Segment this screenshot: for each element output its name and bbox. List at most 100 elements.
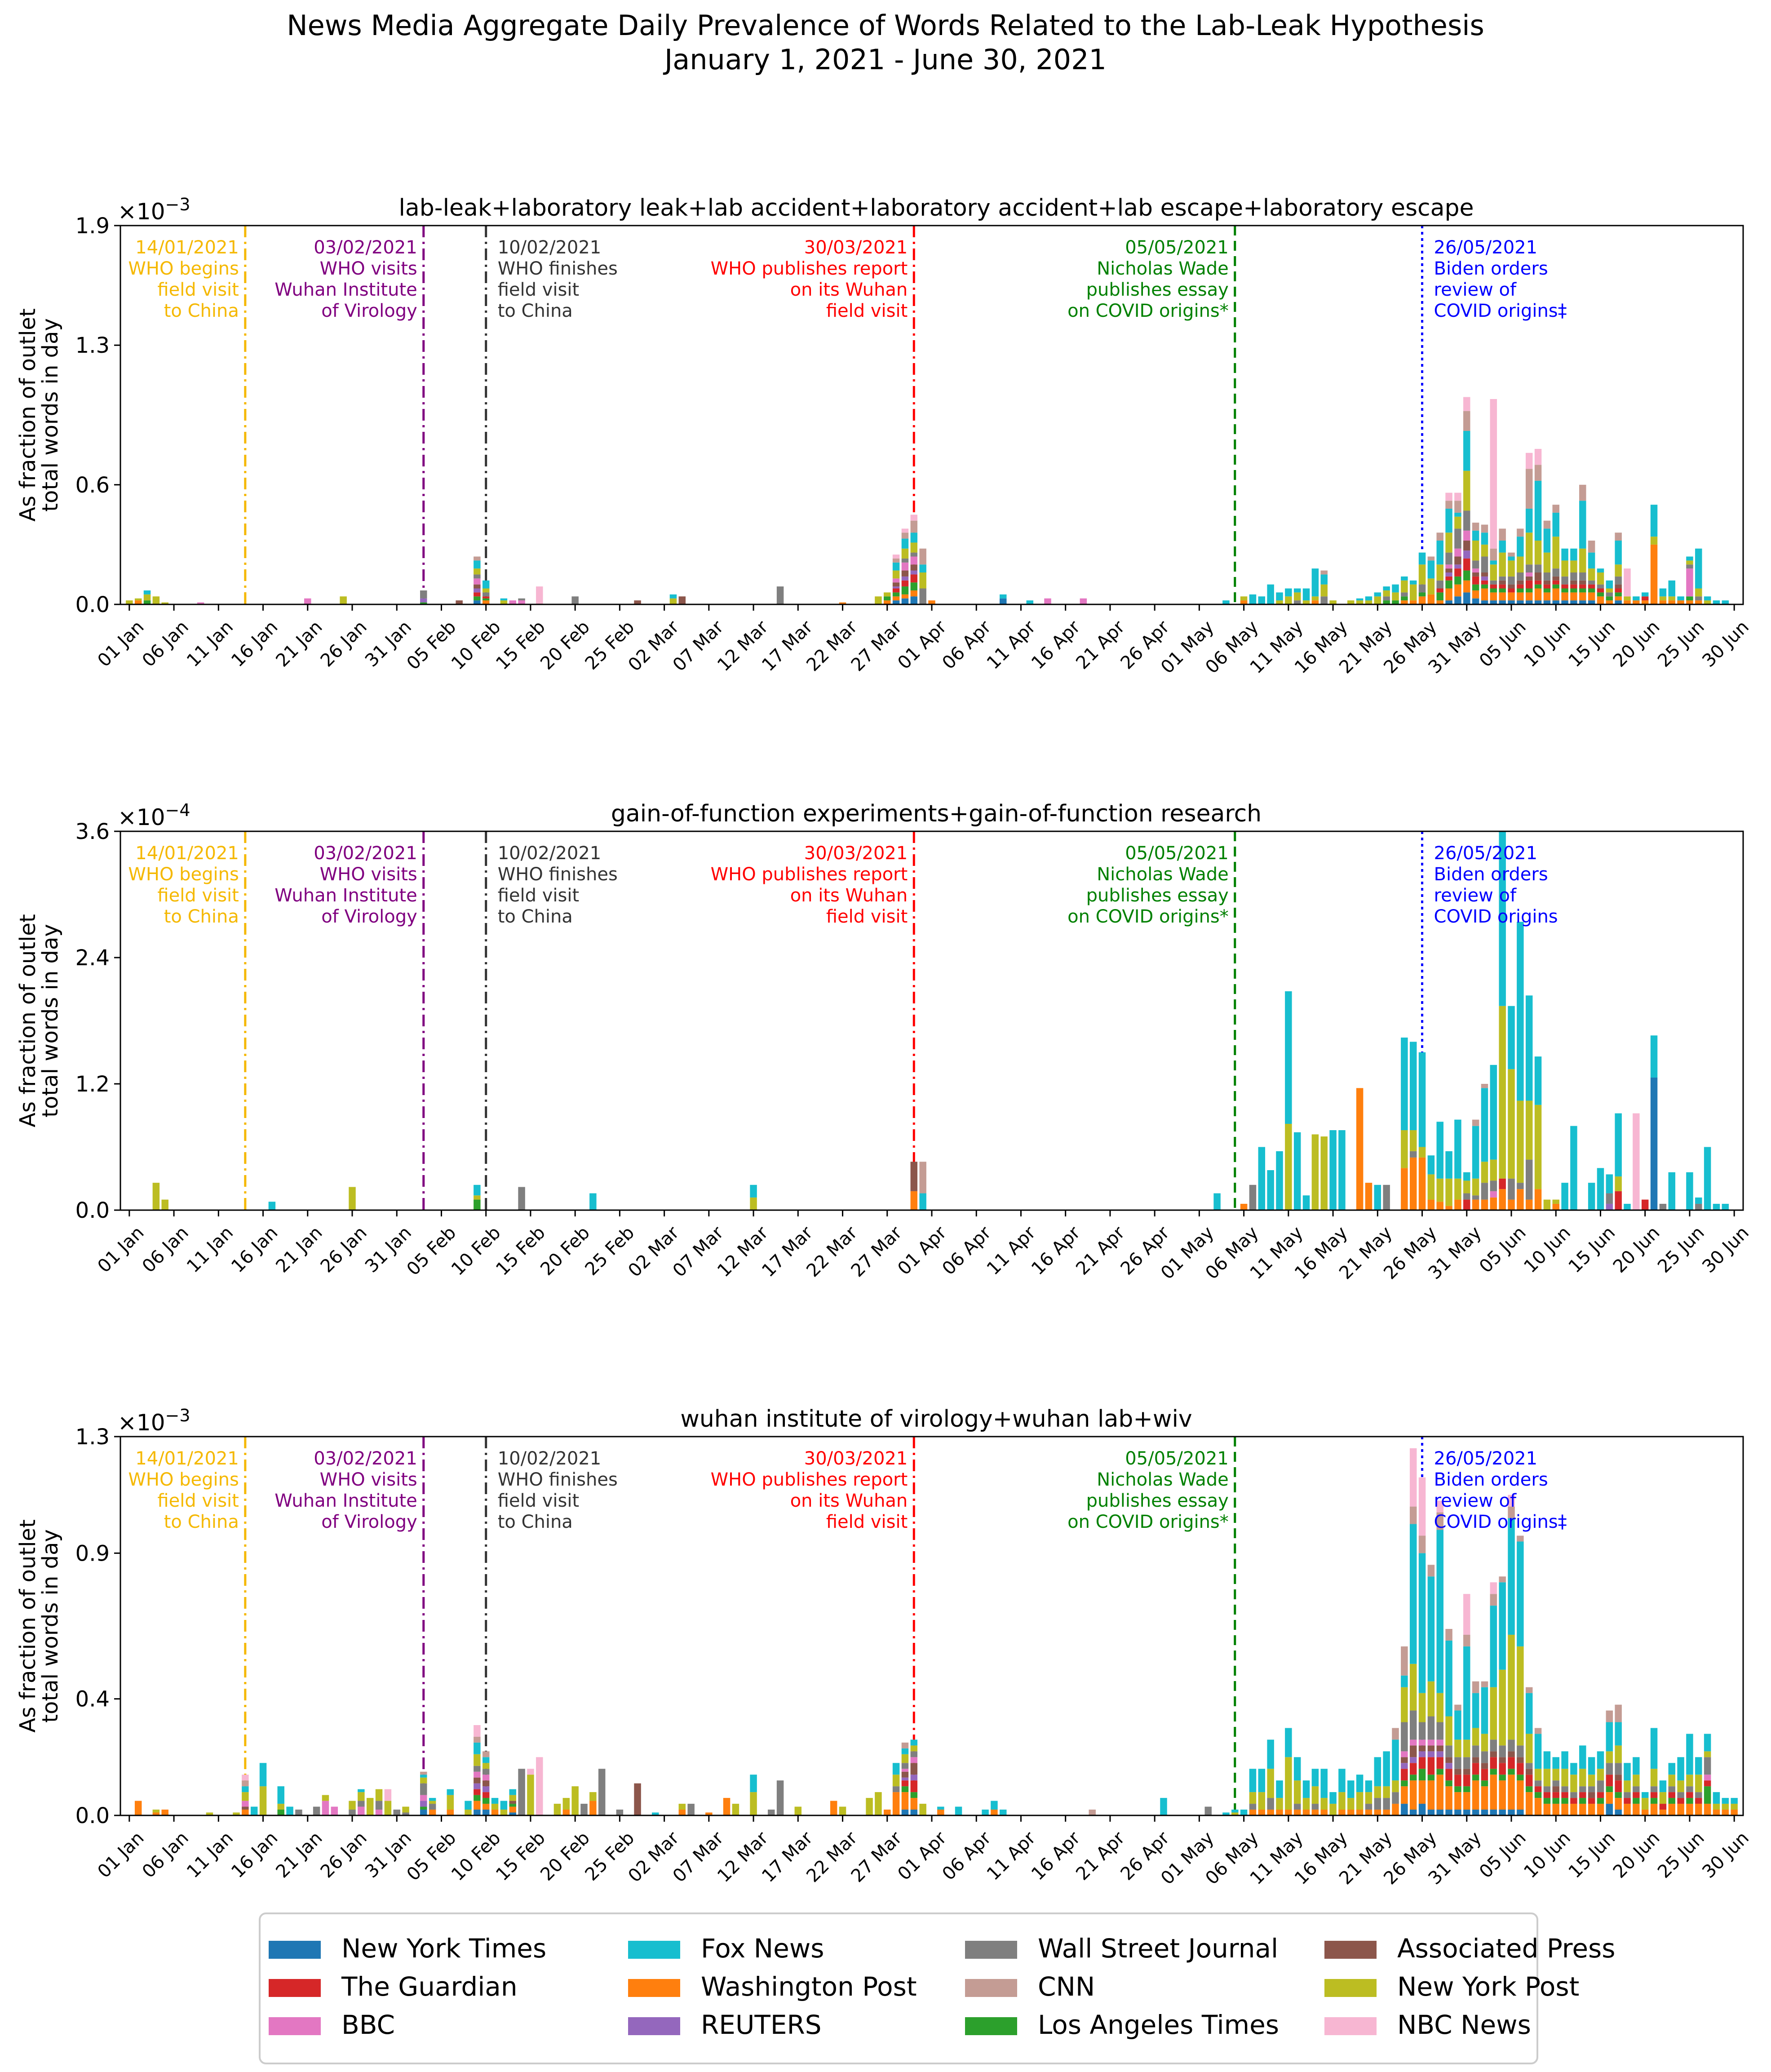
bar-segment (1641, 596, 1649, 601)
bar-segment (1374, 592, 1381, 597)
bar-segment (1588, 600, 1595, 604)
bar-segment (1249, 1792, 1257, 1804)
bar-segment (1293, 592, 1301, 601)
bar-segment (1481, 1769, 1488, 1781)
bar-segment (527, 1769, 534, 1775)
bar-segment (1436, 1202, 1443, 1210)
bar-segment (1320, 570, 1328, 575)
bar-segment (1311, 1134, 1319, 1210)
bar-segment (1668, 1172, 1675, 1210)
bar-segment (1686, 1804, 1693, 1815)
bar-segment (1517, 1541, 1524, 1646)
bar-segment (1490, 1810, 1497, 1815)
bar-segment (910, 1775, 918, 1781)
bar-segment (1641, 600, 1649, 604)
bar-segment (1499, 1576, 1506, 1583)
bar-segment (474, 1742, 481, 1754)
panel-title: lab-leak+laboratory leak+lab accident+la… (398, 195, 1474, 222)
bar-segment (1597, 1751, 1604, 1769)
bar-segment (1615, 584, 1622, 589)
legend-item: BBC (269, 2010, 395, 2040)
bar-segment (1570, 1792, 1577, 1798)
bar-segment (1570, 600, 1577, 604)
bar-segment (1445, 1206, 1452, 1210)
bar-segment (152, 1183, 160, 1210)
bar-segment (474, 600, 481, 604)
event-label: of Virology (321, 1512, 417, 1532)
bar-segment (1543, 600, 1551, 604)
bar-segment (1561, 548, 1568, 561)
bar-segment (901, 1771, 909, 1778)
bar-segment (474, 584, 481, 589)
bar-segment (1552, 568, 1559, 577)
bar-segment (750, 1792, 757, 1815)
bar-segment (1347, 1798, 1355, 1810)
bar-segment (1677, 1804, 1684, 1815)
legend-label: New York Times (341, 1933, 546, 1964)
bar-segment (1463, 397, 1470, 411)
bar-segment (1418, 1477, 1426, 1536)
bar-segment (1579, 572, 1586, 581)
bar-segment (1401, 1757, 1408, 1763)
bar-segment (1481, 1763, 1488, 1769)
bar-segment (1481, 588, 1488, 601)
bar-segment (1445, 1757, 1452, 1763)
bar-segment (1704, 596, 1711, 601)
bar-segment (1490, 1606, 1497, 1687)
bar-segment (1561, 600, 1568, 604)
event-label: of Virology (321, 906, 417, 927)
legend-item: NBC News (1324, 2010, 1531, 2040)
bar-segment (1293, 1804, 1301, 1810)
bar-segment (839, 602, 846, 604)
bar-segment (1365, 1810, 1373, 1815)
bar-segment (1418, 1769, 1426, 1781)
bar-segment (1490, 584, 1497, 589)
bar-segment (1338, 1769, 1346, 1792)
bar-segment (1392, 1728, 1399, 1740)
event-label: 14/01/2021 (135, 237, 239, 258)
bar-segment (1677, 600, 1684, 604)
bar-segment (1401, 1804, 1408, 1815)
bar-segment (1650, 1769, 1658, 1787)
bar-segment (375, 1789, 383, 1801)
bar-segment (1365, 596, 1373, 601)
bar-segment (1445, 576, 1452, 581)
bar-segment (509, 1806, 516, 1813)
bar-segment (1401, 1675, 1408, 1687)
bar-segment (1445, 552, 1452, 565)
bar-segment (1615, 1191, 1622, 1210)
bar-segment (1409, 1130, 1417, 1151)
bar-segment (1686, 1792, 1693, 1798)
bar-segment (1713, 1792, 1720, 1804)
bar-segment (402, 1812, 409, 1815)
bar-segment (1677, 1792, 1684, 1798)
bar-segment (1026, 600, 1034, 604)
bar-segment (571, 596, 579, 604)
bar-segment (910, 542, 918, 553)
bar-segment (1409, 1739, 1417, 1746)
bar-segment (242, 1780, 249, 1787)
bar-segment (1445, 1769, 1452, 1781)
panel-title: gain-of-function experiments+gain-of-fun… (611, 800, 1262, 827)
event-label: field visit (826, 906, 908, 927)
bar-segment (1606, 592, 1613, 597)
bar-segment (1508, 552, 1515, 557)
bar-segment (1570, 592, 1577, 601)
legend-item: CNN (965, 1971, 1095, 2002)
bar-segment (1427, 1739, 1435, 1746)
bar-segment (1543, 552, 1551, 573)
event-label: review of (1434, 1491, 1517, 1511)
bar-segment (1436, 1751, 1443, 1757)
bar-segment (1044, 598, 1051, 604)
bar-segment (1508, 592, 1515, 601)
bar-segment (1615, 592, 1622, 597)
bar-segment (750, 1197, 757, 1210)
bar-segment (678, 1810, 686, 1815)
bar-segment (1454, 1704, 1461, 1711)
bar-segment (1695, 600, 1702, 604)
bar-segment (1472, 1763, 1479, 1775)
bar-segment (1499, 1775, 1506, 1781)
bar-segment (1454, 1199, 1461, 1210)
bar-segment (1517, 537, 1524, 557)
bar-segment (1552, 1199, 1559, 1204)
